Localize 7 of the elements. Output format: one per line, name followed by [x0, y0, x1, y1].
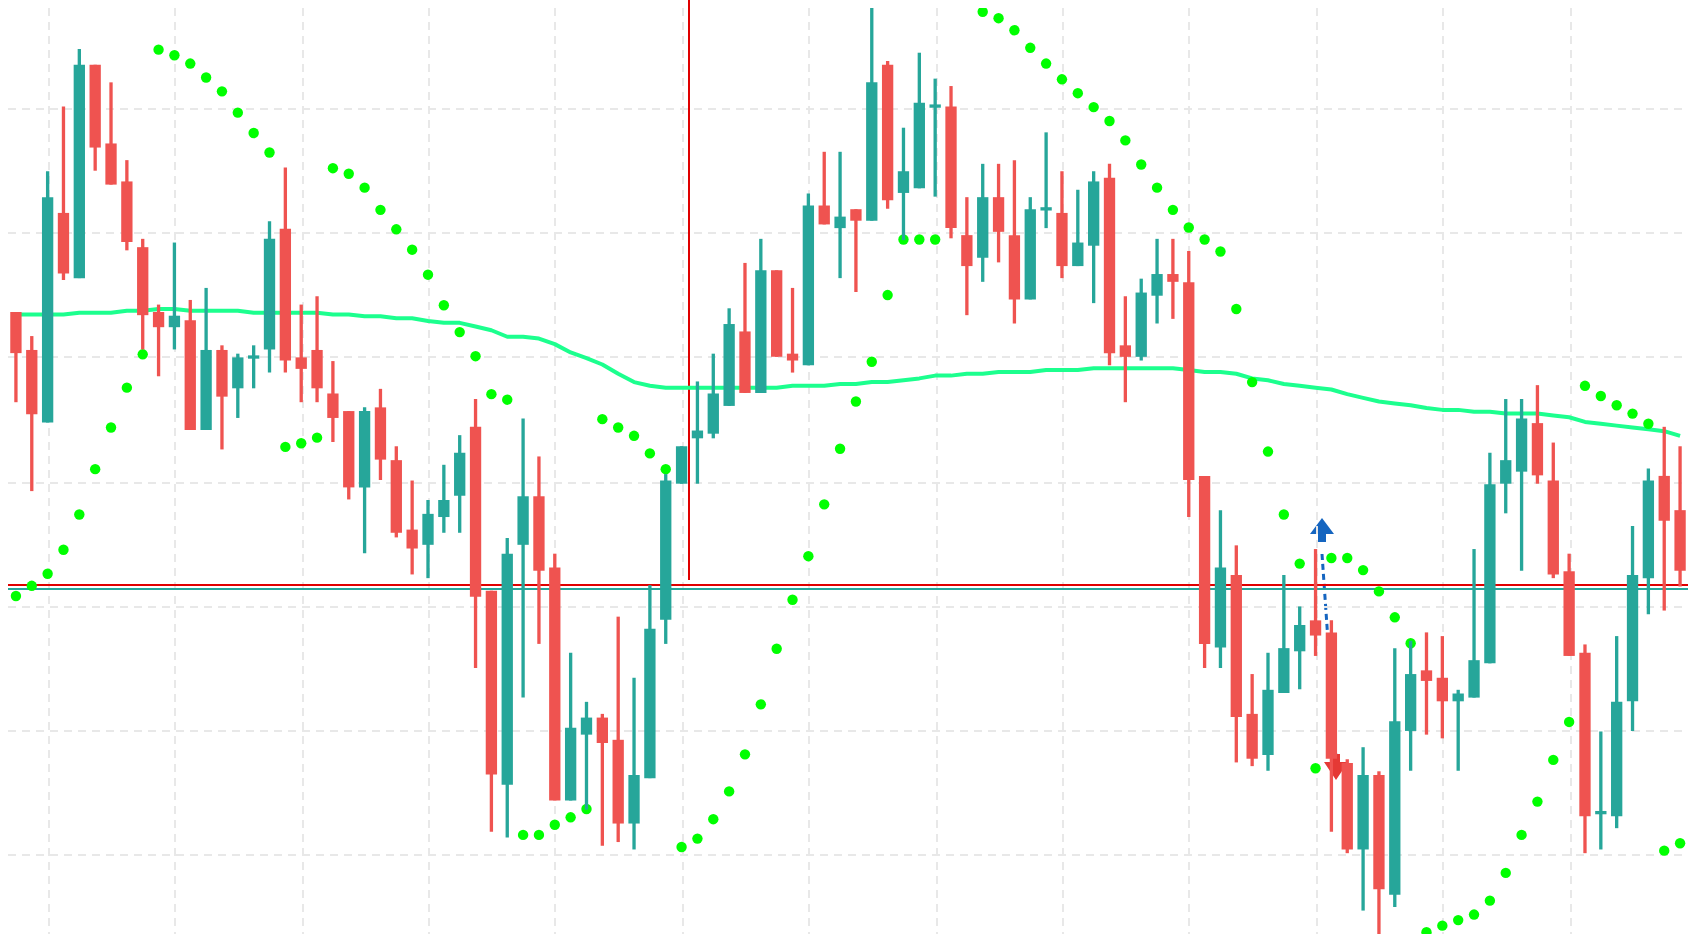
candlestick: [1040, 132, 1052, 229]
candlestick: [438, 464, 450, 533]
candlestick: [406, 480, 418, 575]
candlestick: [850, 209, 862, 293]
candlestick: [1167, 238, 1179, 319]
candlestick: [1151, 238, 1163, 324]
candlestick: [834, 151, 846, 279]
